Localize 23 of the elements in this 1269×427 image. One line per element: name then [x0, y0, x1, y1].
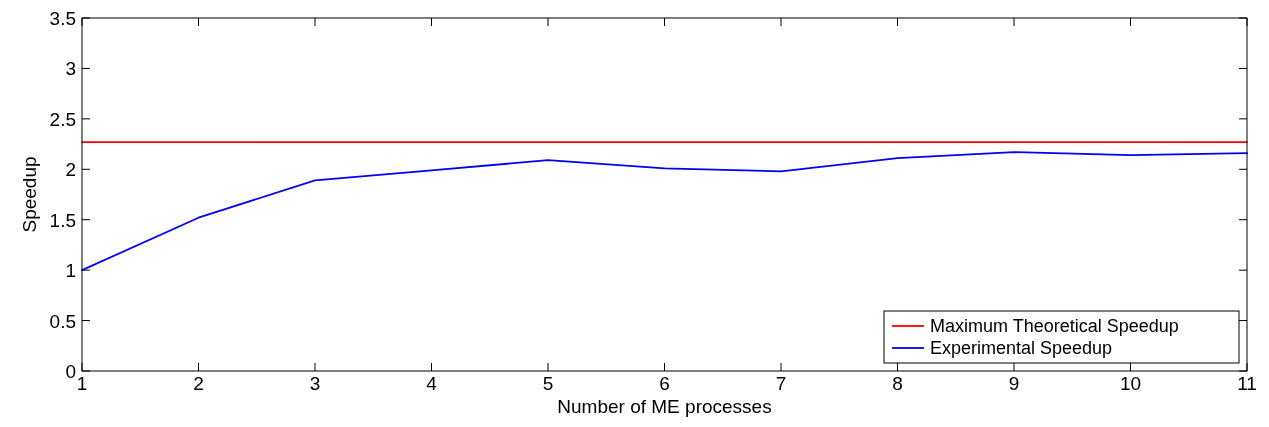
- y-tick-label: 2: [65, 159, 76, 181]
- x-tick-label: 7: [775, 373, 787, 394]
- x-tick-label: 9: [1008, 373, 1020, 394]
- y-tick-label: 3.5: [49, 8, 76, 29]
- x-tick-label: 4: [426, 373, 438, 394]
- x-tick-label: 8: [892, 373, 903, 394]
- x-tick-label: 11: [1237, 373, 1257, 394]
- y-tick-label: 2.5: [49, 108, 76, 130]
- y-tick-label: 0.5: [49, 310, 76, 332]
- y-tick-label: 3: [65, 58, 76, 80]
- y-axis-title: Speedup: [19, 156, 40, 233]
- y-tick-label: 1.5: [49, 209, 76, 231]
- x-tick-label: 10: [1119, 373, 1142, 394]
- x-tick-label: 2: [193, 373, 204, 394]
- y-tick-label: 1: [65, 260, 76, 282]
- legend-label: Maximum Theoretical Speedup: [930, 316, 1179, 336]
- x-axis-title: Number of ME processes: [557, 396, 772, 417]
- x-tick-label: 6: [659, 373, 670, 394]
- x-tick-label: 3: [309, 373, 321, 394]
- x-tick-label: 5: [542, 373, 554, 394]
- line-series: [81, 151, 1248, 272]
- y-tick-label: 0: [65, 361, 76, 382]
- legend-label: Experimental Speedup: [930, 338, 1113, 358]
